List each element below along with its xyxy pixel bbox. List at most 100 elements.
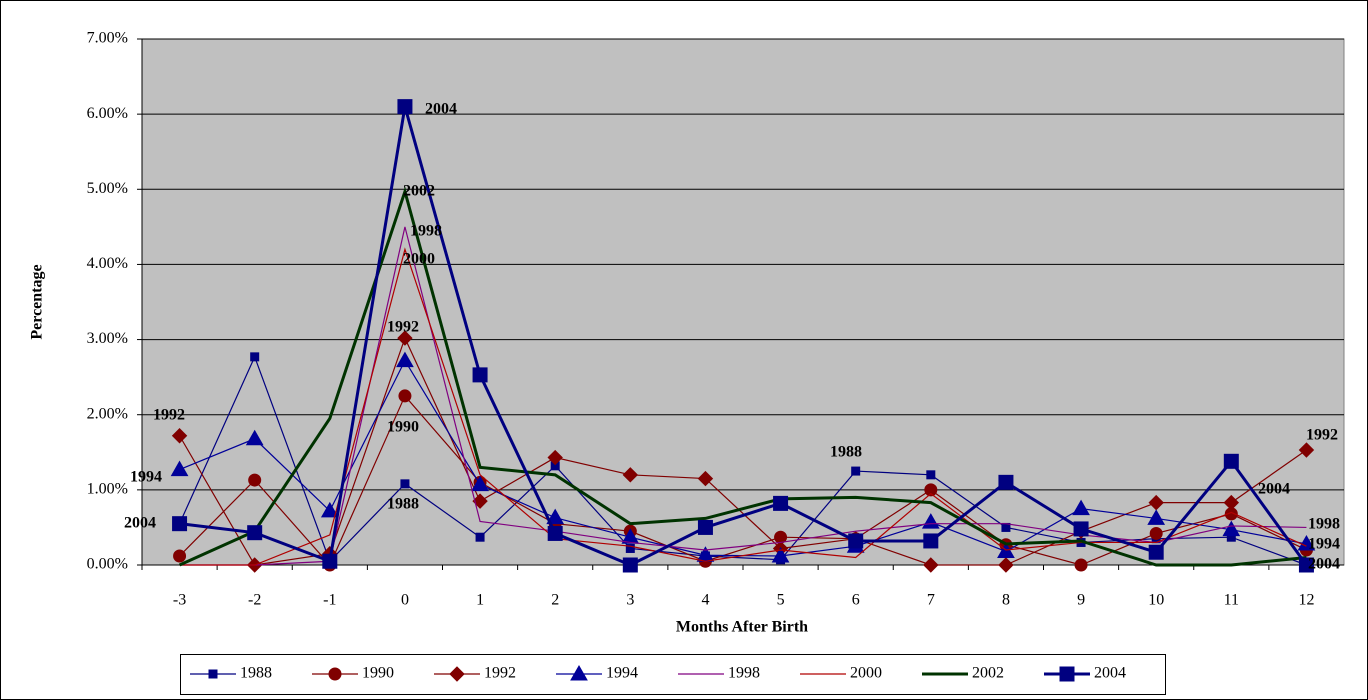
- data-point: [1149, 526, 1163, 540]
- x-tick-label: 2: [551, 592, 559, 609]
- data-point: [398, 389, 412, 403]
- annotation: 2004: [425, 101, 457, 118]
- annotation: 2002: [403, 183, 435, 200]
- x-tick-label: 5: [777, 592, 785, 609]
- data-point: [998, 474, 1014, 490]
- annotation: 1998: [1308, 516, 1340, 533]
- data-point: [851, 466, 861, 476]
- data-point: [171, 428, 188, 444]
- data-point: [1147, 509, 1166, 525]
- annotation: 1992: [387, 319, 419, 336]
- data-point: [1222, 520, 1241, 537]
- data-point: [397, 330, 413, 346]
- legend-label: 1990: [362, 665, 394, 682]
- x-tick-label: 7: [927, 592, 935, 609]
- series-line: [179, 336, 1307, 566]
- data-point: [547, 525, 563, 541]
- annotation: 2000: [403, 251, 435, 268]
- data-point: [1298, 557, 1314, 573]
- data-point: [1223, 453, 1239, 469]
- annotation: 1992: [153, 407, 185, 424]
- data-point: [248, 473, 262, 487]
- data-point: [926, 470, 936, 480]
- x-axis-title: Months After Birth: [676, 619, 808, 636]
- data-point: [250, 352, 260, 362]
- data-point: [170, 460, 189, 477]
- data-point: [1223, 494, 1240, 511]
- data-point: [245, 429, 264, 446]
- data-point: [320, 501, 339, 518]
- data-point: [923, 533, 939, 549]
- data-point: [247, 525, 263, 541]
- series-line: [179, 394, 1307, 567]
- data-point: [397, 99, 413, 115]
- data-point: [848, 533, 864, 549]
- series-line: [179, 247, 1307, 566]
- legend-marker: [328, 667, 342, 681]
- data-point: [998, 557, 1014, 573]
- data-point: [924, 483, 938, 497]
- series-line: [179, 106, 1308, 567]
- x-tick-label: 6: [852, 592, 860, 609]
- annotation: 1994: [130, 469, 162, 486]
- data-point: [475, 532, 485, 542]
- y-tick-label: 7.00%: [87, 30, 128, 47]
- x-tick-label: 9: [1077, 592, 1085, 609]
- data-point: [547, 449, 563, 466]
- annotation: 1998: [410, 223, 442, 240]
- data-point: [773, 495, 789, 511]
- data-point: [472, 493, 488, 509]
- legend-label: 1994: [606, 665, 638, 682]
- data-point: [923, 557, 939, 573]
- data-point: [1298, 442, 1315, 458]
- data-point: [625, 543, 635, 553]
- data-point: [697, 519, 713, 535]
- y-tick-label: 1.00%: [87, 481, 128, 498]
- x-tick-label: 11: [1224, 592, 1239, 609]
- x-tick-label: 12: [1298, 592, 1314, 609]
- data-point: [622, 467, 639, 483]
- x-tick-label: 0: [401, 592, 409, 609]
- plot-area: [141, 38, 1345, 566]
- data-point: [400, 479, 410, 489]
- legend-label: 2004: [1094, 665, 1126, 682]
- x-tick-label: 1: [476, 592, 484, 609]
- x-tick-label: -1: [323, 592, 336, 609]
- legend-label: 2000: [850, 665, 882, 682]
- data-point: [1297, 534, 1316, 551]
- data-point: [173, 549, 187, 563]
- y-tick-label: 0.00%: [87, 556, 128, 573]
- data-point: [546, 508, 565, 525]
- x-tick-label: 10: [1148, 592, 1164, 609]
- legend-label: 2002: [972, 665, 1004, 682]
- annotation: 1994: [1308, 536, 1340, 553]
- x-tick-label: -2: [248, 592, 261, 609]
- data-point: [1072, 499, 1090, 516]
- annotation: 2004: [1258, 481, 1290, 498]
- data-point: [172, 516, 188, 532]
- data-point: [771, 546, 790, 563]
- y-axis-title: Percentage: [29, 264, 46, 339]
- data-point: [1148, 544, 1164, 560]
- y-tick-label: 5.00%: [87, 180, 128, 197]
- annotation: 1988: [387, 496, 419, 513]
- data-point: [471, 475, 489, 492]
- legend-label: 1988: [240, 665, 272, 682]
- data-point: [621, 528, 640, 544]
- data-point: [697, 470, 714, 487]
- data-point: [1074, 558, 1088, 572]
- data-point: [322, 553, 338, 569]
- legend-label: 1998: [728, 665, 760, 682]
- legend-label: 1992: [484, 665, 516, 682]
- x-tick-label: -3: [173, 592, 186, 609]
- legend-marker: [570, 664, 588, 681]
- legend-marker: [208, 669, 218, 679]
- annotation: 1992: [1306, 427, 1338, 444]
- legend-marker: [449, 666, 465, 682]
- annotation: 1988: [830, 444, 862, 461]
- annotation: 2004: [1308, 556, 1340, 573]
- x-tick-label: 4: [701, 592, 709, 609]
- legend-marker: [1059, 666, 1075, 682]
- x-tick-label: 3: [626, 592, 634, 609]
